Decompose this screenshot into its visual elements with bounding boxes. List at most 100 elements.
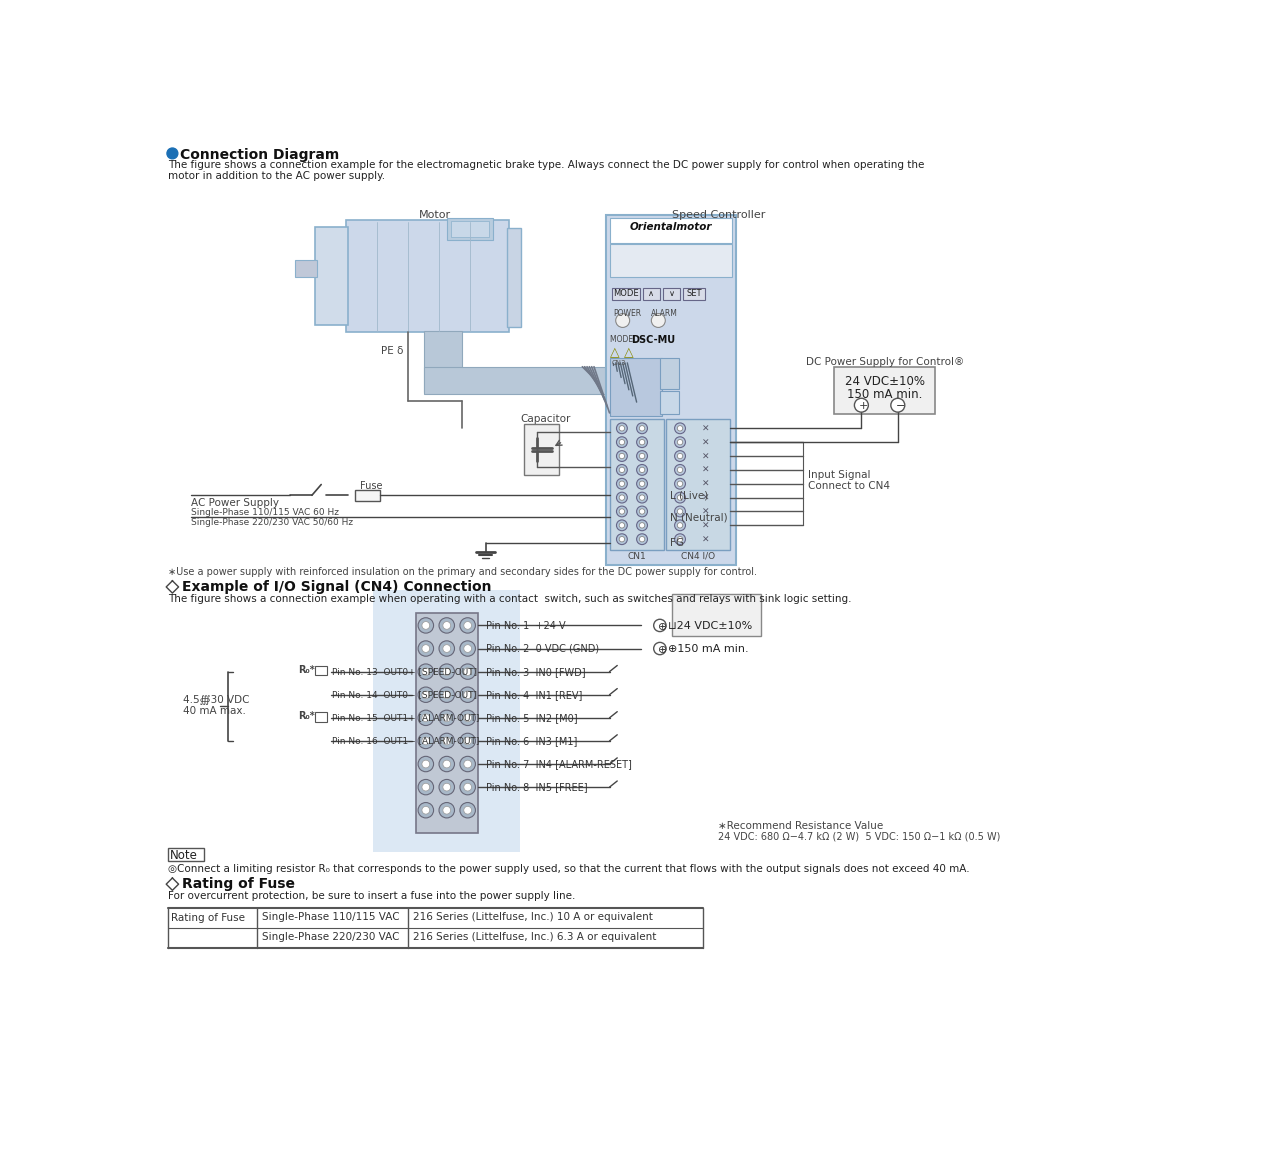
- Text: MODEL: MODEL: [611, 335, 640, 344]
- Circle shape: [636, 478, 648, 490]
- Circle shape: [636, 437, 648, 448]
- Text: △: △: [625, 345, 634, 359]
- Circle shape: [422, 783, 430, 791]
- Text: ✕: ✕: [701, 507, 709, 516]
- Circle shape: [419, 779, 434, 794]
- Circle shape: [419, 802, 434, 818]
- Circle shape: [439, 711, 454, 726]
- Circle shape: [463, 783, 471, 791]
- Text: Orientalmotor: Orientalmotor: [630, 222, 712, 231]
- Text: ⊕: ⊕: [658, 621, 667, 632]
- Circle shape: [419, 733, 434, 749]
- Text: Pin No. 6  IN3 [M1]: Pin No. 6 IN3 [M1]: [485, 736, 577, 747]
- Circle shape: [166, 148, 178, 159]
- Bar: [294, 261, 316, 278]
- Bar: [605, 215, 736, 565]
- Circle shape: [677, 522, 682, 528]
- Text: Note: Note: [170, 849, 198, 862]
- Text: ∗Use a power supply with reinforced insulation on the primary and secondary side: ∗Use a power supply with reinforced insu…: [168, 566, 756, 577]
- Text: MODE: MODE: [613, 288, 639, 298]
- Circle shape: [419, 756, 434, 772]
- Text: N (Neutral): N (Neutral): [669, 512, 727, 522]
- Circle shape: [443, 783, 451, 791]
- Circle shape: [675, 478, 686, 490]
- Bar: [447, 219, 493, 240]
- Circle shape: [891, 398, 905, 412]
- Text: Pin No. 8  IN5 [FREE]: Pin No. 8 IN5 [FREE]: [485, 783, 588, 792]
- Circle shape: [639, 495, 645, 500]
- Circle shape: [639, 454, 645, 458]
- Circle shape: [639, 426, 645, 431]
- Circle shape: [620, 536, 625, 542]
- Text: POWER: POWER: [613, 309, 641, 317]
- Circle shape: [439, 618, 454, 633]
- Text: ∧: ∧: [648, 288, 654, 298]
- Circle shape: [639, 481, 645, 486]
- Circle shape: [654, 619, 666, 632]
- Bar: [507, 228, 521, 327]
- Text: Connection Diagram: Connection Diagram: [180, 148, 339, 162]
- Circle shape: [460, 711, 475, 726]
- Circle shape: [675, 520, 686, 530]
- Circle shape: [463, 737, 471, 744]
- Text: △: △: [611, 345, 620, 359]
- Text: FG: FG: [669, 538, 684, 549]
- Text: 24 VDC: 680 Ω−4.7 kΩ (2 W)  5 VDC: 150 Ω−1 kΩ (0.5 W): 24 VDC: 680 Ω−4.7 kΩ (2 W) 5 VDC: 150 Ω−…: [718, 832, 1001, 842]
- Text: Fuse: Fuse: [360, 480, 383, 491]
- Circle shape: [639, 468, 645, 472]
- Circle shape: [639, 522, 645, 528]
- Circle shape: [675, 534, 686, 544]
- Text: Connect to CN4: Connect to CN4: [808, 480, 890, 491]
- Bar: [374, 590, 521, 851]
- Circle shape: [422, 737, 430, 744]
- Bar: [315, 227, 348, 326]
- Bar: [356, 490, 380, 501]
- Text: DC Power Supply for Control®: DC Power Supply for Control®: [805, 357, 964, 366]
- Circle shape: [620, 522, 625, 528]
- Circle shape: [463, 668, 471, 676]
- Text: Rating of Fuse: Rating of Fuse: [182, 877, 294, 891]
- Circle shape: [617, 450, 627, 462]
- Bar: [643, 288, 660, 300]
- Bar: [672, 594, 760, 636]
- Text: ⊕: ⊕: [658, 644, 667, 655]
- Circle shape: [616, 314, 630, 328]
- Bar: [424, 366, 609, 393]
- Bar: [660, 391, 680, 414]
- Circle shape: [443, 644, 451, 652]
- Circle shape: [439, 664, 454, 679]
- Bar: [612, 288, 640, 300]
- Circle shape: [617, 492, 627, 504]
- Text: Pin No. 14  OUT0− [SPEED-OUT]: Pin No. 14 OUT0− [SPEED-OUT]: [332, 690, 477, 699]
- Circle shape: [443, 691, 451, 699]
- Circle shape: [617, 534, 627, 544]
- Bar: [684, 288, 705, 300]
- Circle shape: [463, 761, 471, 768]
- Text: 216 Series (Littelfuse, Inc.) 10 A or equivalent: 216 Series (Littelfuse, Inc.) 10 A or eq…: [412, 912, 653, 922]
- Circle shape: [677, 440, 682, 445]
- Text: SET: SET: [686, 288, 701, 298]
- Circle shape: [677, 468, 682, 472]
- Text: The figure shows a connection example for the electromagnetic brake type. Always: The figure shows a connection example fo…: [168, 160, 924, 170]
- Text: The figure shows a connection example when operating with a contact  switch, suc: The figure shows a connection example wh…: [168, 594, 851, 604]
- Circle shape: [443, 621, 451, 629]
- Text: ✕: ✕: [701, 535, 709, 544]
- Circle shape: [443, 714, 451, 722]
- Text: Single-Phase 110/115 VAC 60 Hz: Single-Phase 110/115 VAC 60 Hz: [191, 508, 339, 518]
- Text: ✕: ✕: [701, 521, 709, 530]
- Text: L (Live): L (Live): [669, 491, 708, 501]
- Circle shape: [460, 664, 475, 679]
- Circle shape: [422, 621, 430, 629]
- Circle shape: [460, 618, 475, 633]
- Circle shape: [617, 464, 627, 476]
- Circle shape: [675, 423, 686, 434]
- Circle shape: [636, 464, 648, 476]
- Text: Pin No. 4  IN1 [REV]: Pin No. 4 IN1 [REV]: [485, 690, 582, 700]
- Text: Pin No. 16  OUT1− [ALARM-OUT]: Pin No. 16 OUT1− [ALARM-OUT]: [332, 736, 480, 745]
- Circle shape: [617, 478, 627, 490]
- Circle shape: [422, 668, 430, 676]
- Text: −: −: [896, 401, 905, 412]
- Circle shape: [463, 621, 471, 629]
- Circle shape: [677, 508, 682, 514]
- Text: Pin No. 5  IN2 [M0]: Pin No. 5 IN2 [M0]: [485, 713, 577, 723]
